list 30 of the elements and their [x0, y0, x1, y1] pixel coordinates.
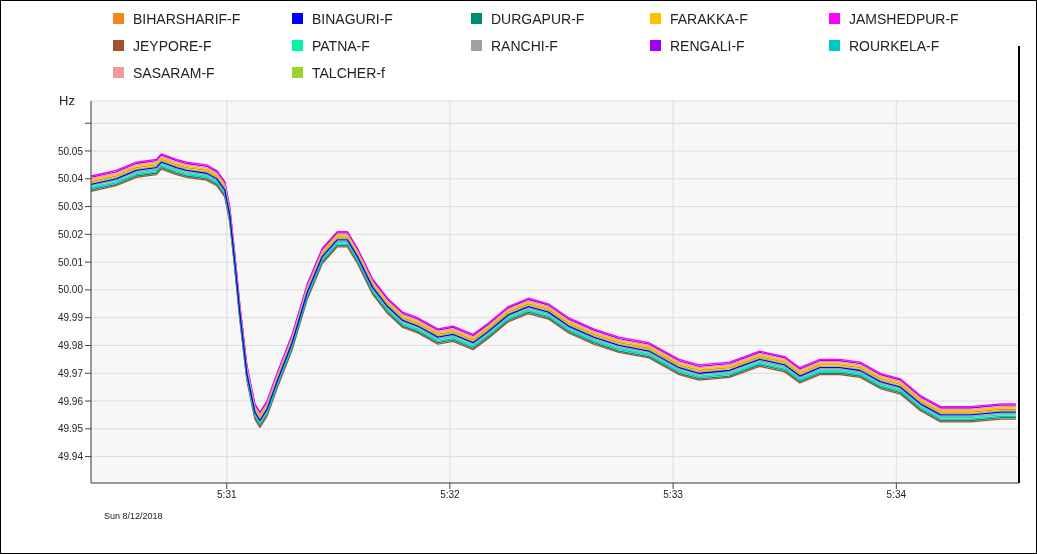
legend-label: PATNA-F — [312, 37, 370, 54]
legend-label: JEYPORE-F — [133, 37, 212, 54]
y-tick-label: 49.95 — [57, 423, 84, 435]
x-tick-label: 5:32 — [440, 489, 461, 501]
y-tick-label: 50.03 — [57, 201, 84, 213]
y-tick-label: 50.01 — [57, 256, 84, 268]
legend-label: FARAKKA-F — [670, 10, 748, 27]
legend-label: RANCHI-F — [491, 37, 558, 54]
y-tick-label: 49.97 — [57, 367, 84, 379]
text: Sun 8/12/2018 — [104, 511, 163, 521]
legend-label: TALCHER-f — [312, 64, 385, 81]
legend-label: ROURKELA-F — [849, 37, 940, 54]
legend-label: BIHARSHARIF-F — [133, 10, 241, 27]
y-tick-label: 49.94 — [57, 451, 84, 463]
legend-label: BINAGURI-F — [312, 10, 393, 27]
x-tick-label: 5:34 — [886, 489, 907, 501]
y-axis-title: Hz — [59, 93, 75, 108]
y-tick-label: 49.96 — [57, 395, 84, 407]
y-tick-label: 49.99 — [57, 312, 84, 324]
y-tick-label: 50.05 — [57, 145, 84, 157]
y-tick-label: 50.02 — [57, 228, 84, 240]
x-tick-label: 5:33 — [663, 489, 684, 501]
x-tick-label: 5:31 — [217, 489, 237, 501]
legend-label: DURGAPUR-F — [491, 10, 585, 27]
y-tick-label: 49.98 — [57, 340, 84, 352]
legend-label: SASARAM-F — [133, 64, 215, 81]
y-tick-label: 50.00 — [57, 284, 84, 296]
legend-label: RENGALI-F — [670, 37, 745, 54]
y-tick-label: 50.04 — [57, 173, 84, 185]
legend-label: JAMSHEDPUR-F — [849, 10, 959, 27]
